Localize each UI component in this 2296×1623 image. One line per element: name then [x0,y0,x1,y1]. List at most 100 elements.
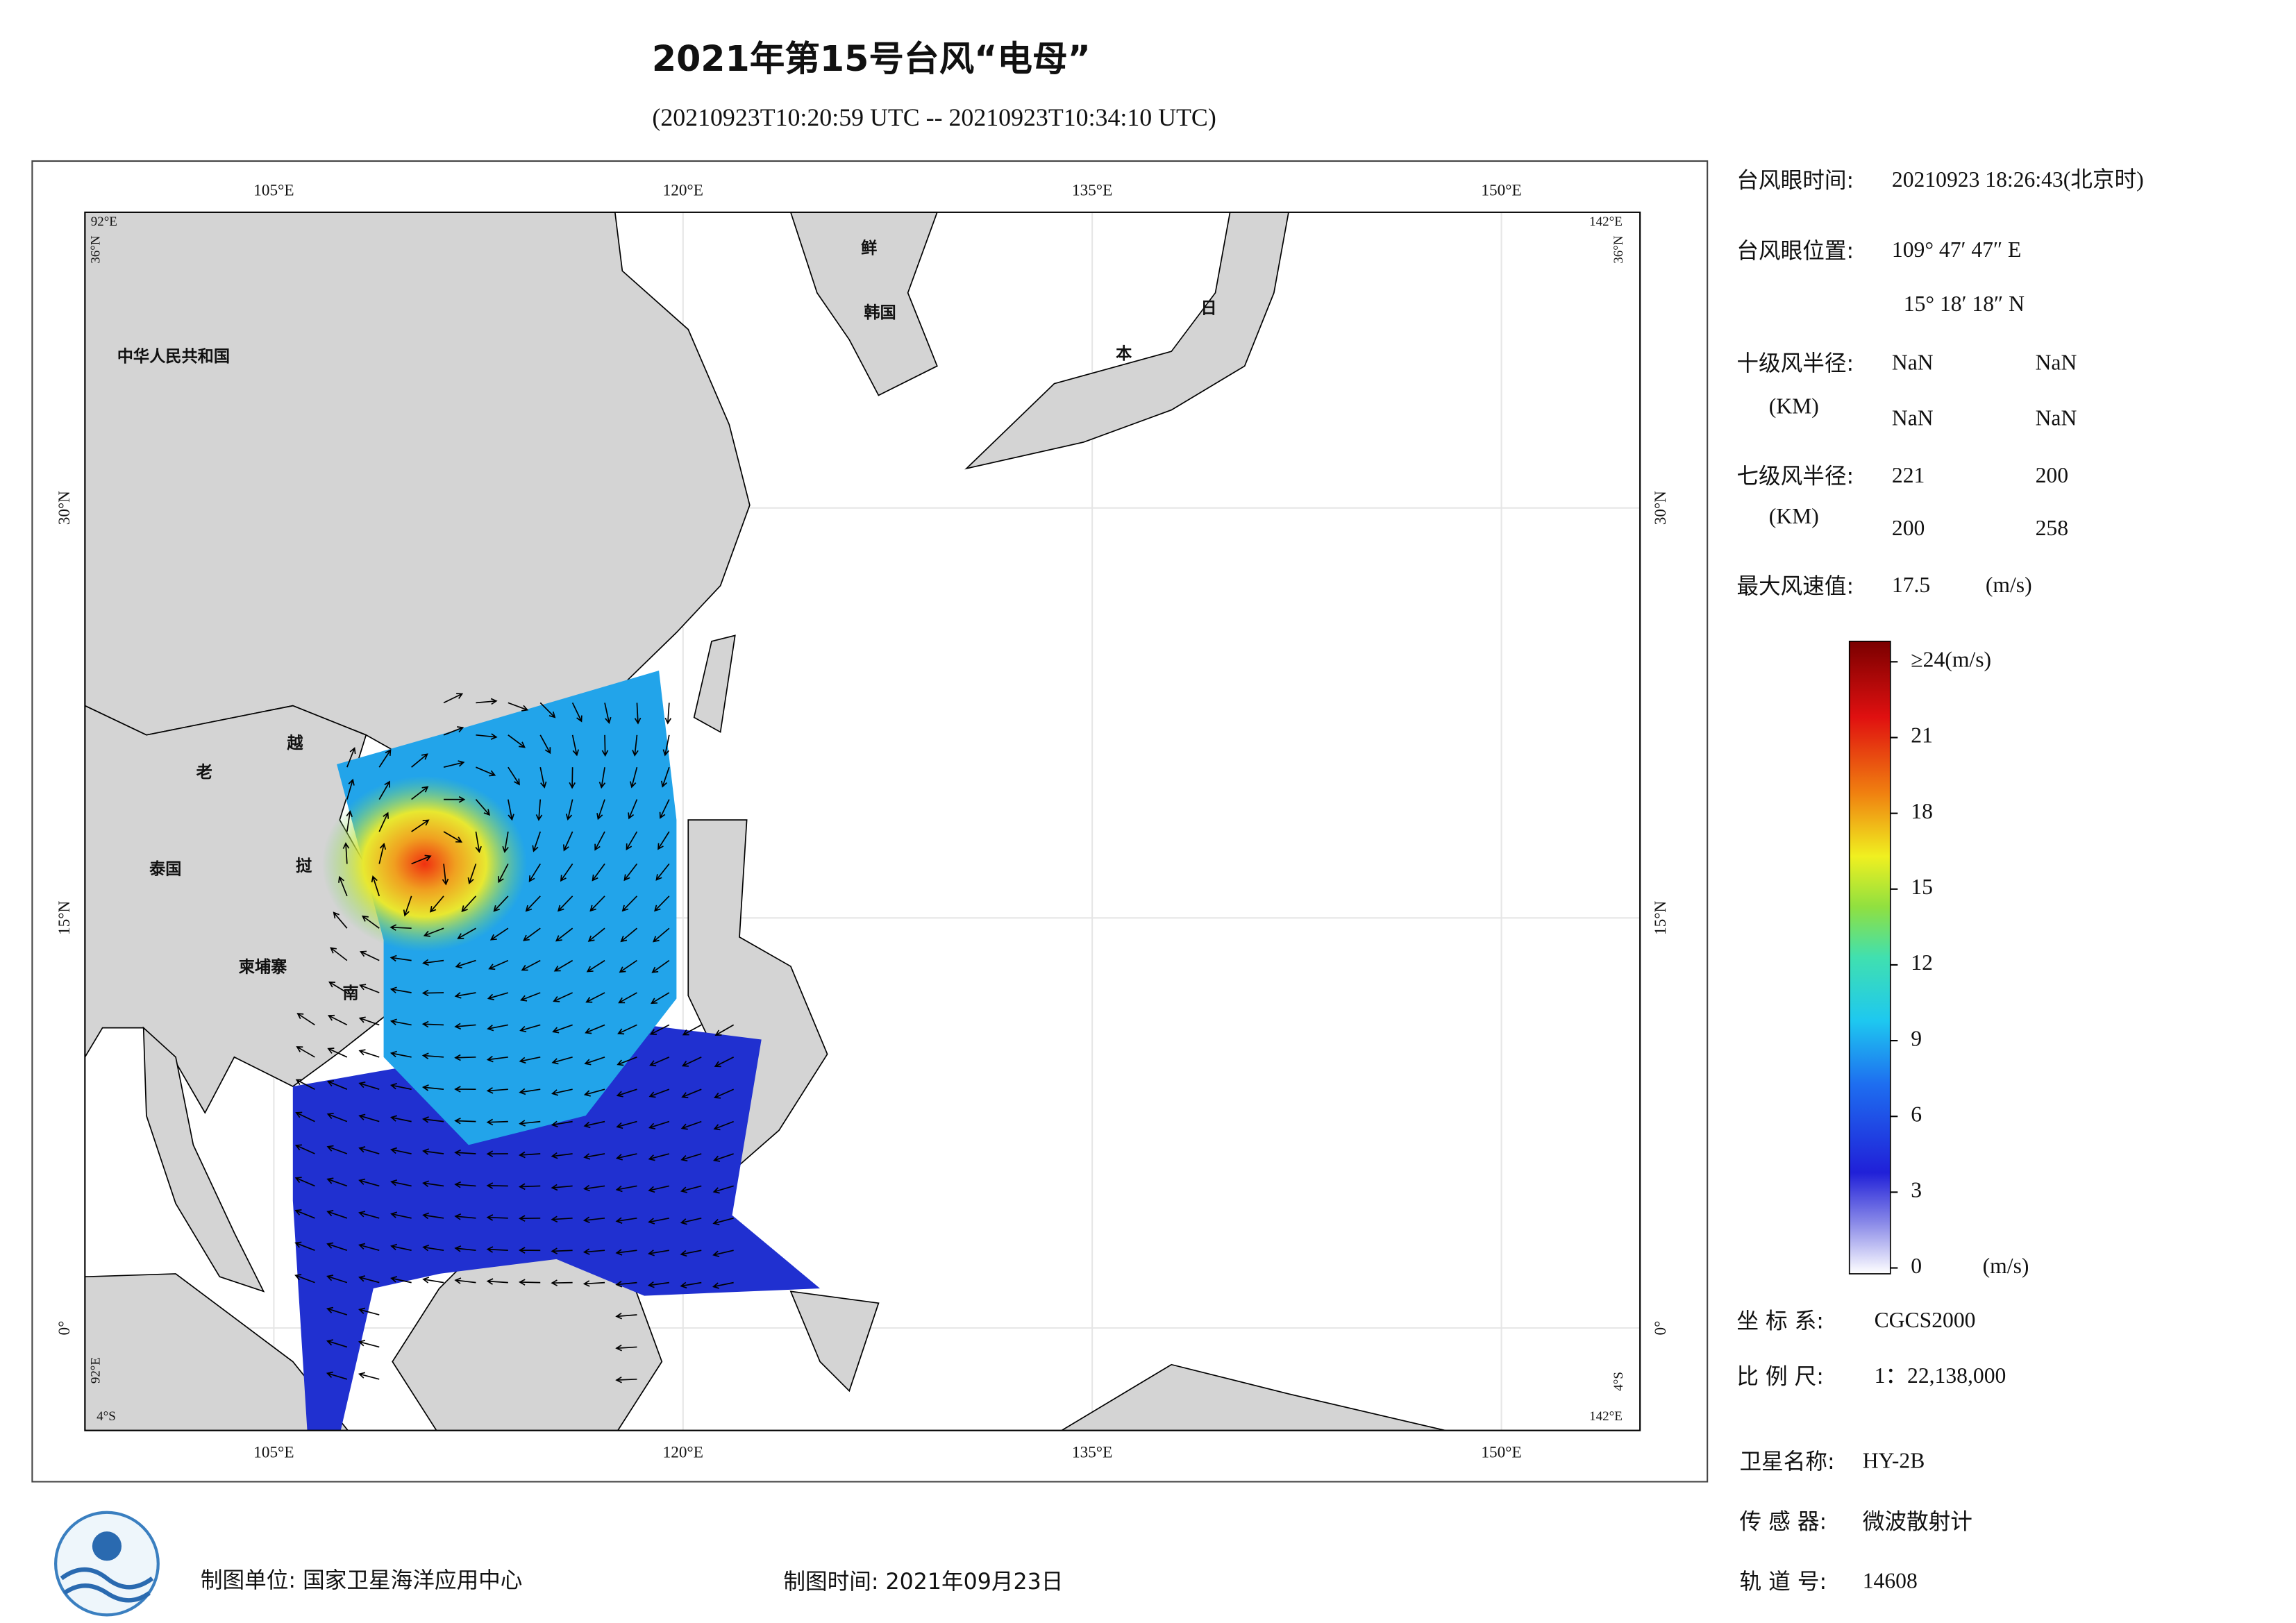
wind-arrow [489,927,509,941]
wind-arrow [557,895,573,912]
wind-arrow [585,1024,605,1034]
wind-arrow [583,1120,605,1129]
wind-arrow [621,895,638,912]
wind-arrow [594,831,605,851]
wind-arrow [296,1046,315,1058]
wind-arrow [653,927,670,943]
wind-arrow [518,1215,541,1222]
wind-arrow [649,1024,670,1035]
wind-arrow [502,831,509,853]
wind-arrow [358,1113,380,1122]
wind-arrow [587,927,605,942]
info-unit: (m/s) [1986,573,2032,597]
wind-arrow [421,1052,444,1059]
wind-arrow [539,734,551,755]
meta-value: 微波散射计 [1863,1510,1972,1535]
info-value: 200 [1892,516,1925,540]
lon-tick-label: 150°E [1481,182,1521,200]
wind-arrow [519,1088,541,1095]
wind-arrow [520,992,541,1002]
wind-arrow [651,959,670,973]
wind-arrow [619,959,637,973]
wind-arrow [493,895,509,912]
meta-label: 传 感 器: [1740,1510,1827,1535]
wind-arrow [358,1340,380,1348]
wind-arrow [358,1275,380,1284]
wind-arrow [714,1088,734,1099]
place-label: 泰国 [149,859,181,878]
map-frame [84,211,1641,1431]
wind-arrow [519,1056,541,1064]
wind-arrow [589,895,605,912]
info-unit: (KM) [1769,504,1819,528]
wind-arrow [551,1088,573,1096]
wind-arrow [682,1024,702,1036]
wind-arrow [680,1217,702,1225]
wind-arrow [358,1049,380,1058]
wind-arrow [620,927,637,943]
wind-arrow [476,766,496,777]
land [964,212,1289,470]
wind-arrow [403,895,412,917]
wind-arrow [326,1371,348,1380]
logo [54,1511,160,1617]
wind-arrow [523,927,541,941]
meta-value: HY-2B [1863,1448,1925,1472]
corner-label: 36°N [1611,235,1626,264]
footer-unit: 制图单位: 国家卫星海洋应用中心 [201,1568,522,1593]
info-value: NaN [2036,350,2077,374]
wind-arrow [326,1080,348,1090]
wind-arrow [475,831,482,853]
wind-arrow [443,831,463,843]
wind-arrow [326,1306,348,1315]
corner-label: 142°E [1589,1409,1623,1424]
wind-arrow [583,1184,605,1192]
footer-date: 制图时间: 2021年09月23日 [783,1570,1063,1595]
meta-value: 14608 [1863,1568,1918,1592]
wind-arrow [650,992,670,1004]
wind-arrow [421,1020,444,1028]
wind-arrow [411,819,430,832]
wind-arrow [615,1344,637,1352]
wind-arrow [476,698,498,705]
wind-arrow [454,992,476,999]
wind-arrow [518,1247,541,1254]
colorbar-tick-label: 3 [1911,1178,1922,1202]
wind-arrow [680,1281,702,1289]
wind-arrow [586,959,605,973]
wind-arrow [461,895,477,912]
place-label: 本 [1116,344,1132,363]
wind-arrow [560,863,573,882]
colorbar-tick-label: 0 [1911,1254,1922,1278]
wind-arrow [444,796,466,803]
wind-arrow [681,1057,702,1067]
wind-arrow [422,1148,444,1155]
wind-arrow [508,766,520,786]
lat-tick-label: 15°N [1652,900,1670,934]
wind-arrow [390,1243,412,1252]
info-panel: 台风眼时间: 20210923 18:26:43(北京时) 台风眼位置: 109… [1736,167,2143,599]
wind-arrow [411,753,428,768]
wind-arrow [389,986,412,993]
wind-arrow [551,1120,573,1128]
wind-arrow [486,1214,508,1221]
wind-arrow [528,863,541,882]
lon-tick-label: 120°E [663,1444,703,1462]
wind-arrow [486,1118,508,1126]
wind-arrow [333,911,348,929]
wind-arrow [422,1244,444,1252]
wind-arrow [680,1153,702,1162]
wind-arrow [454,1245,476,1252]
colorbar: (m/s) 0 3 6 9 12 15 18 21 ≥24(m/s) [1848,640,2029,1278]
lon-tick-label: 105°E [253,182,294,200]
wind-arrow [552,1024,573,1034]
colorbar-tick-label: ≥24(m/s) [1911,648,1991,672]
wind-arrow [551,1152,573,1159]
wind-arrow [655,863,670,881]
land [85,705,394,1114]
wind-arrow [569,767,576,789]
wind-arrow [390,1211,412,1219]
wind-arrow [712,1185,734,1194]
wind-arrow [486,1246,508,1253]
meta-label: 比 例 尺: [1736,1365,1824,1390]
